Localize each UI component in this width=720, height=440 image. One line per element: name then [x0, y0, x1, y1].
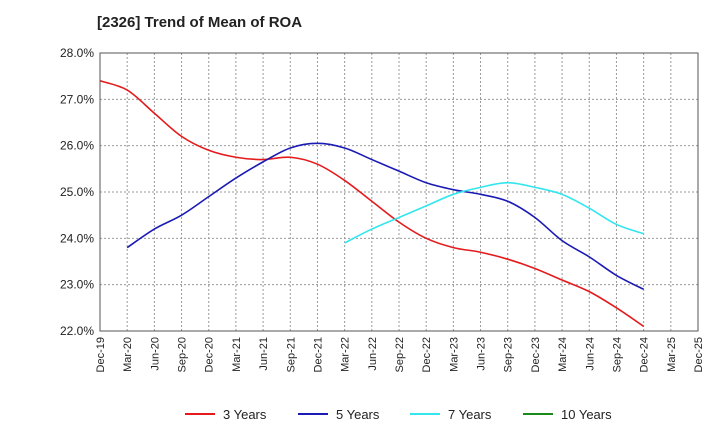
x-tick-label: Jun-20: [149, 337, 161, 371]
x-tick-label: Sep-23: [503, 337, 515, 372]
x-tick-label: Dec-19: [95, 337, 107, 372]
legend-label: 5 Years: [336, 407, 380, 422]
series-line-5-years: [126, 142, 645, 291]
x-tick-label: Mar-25: [666, 337, 678, 372]
x-axis: Dec-19 Mar-20 Jun-20 Sep-20 Dec-20 Mar-21 Jun-…: [95, 337, 705, 372]
legend-label: 7 Years: [448, 407, 492, 422]
y-tick-label: 23.0%: [60, 278, 94, 292]
y-tick-label: 27.0%: [60, 92, 94, 106]
y-tick-label: 22.0%: [60, 324, 94, 338]
x-tick-label: Jun-23: [476, 337, 488, 371]
legend-label: 3 Years: [223, 407, 267, 422]
grid-layer: [100, 53, 698, 331]
x-tick-label: Jun-21: [258, 337, 270, 371]
x-tick-label: Mar-24: [557, 337, 569, 372]
x-tick-label: Mar-23: [448, 337, 460, 372]
x-tick-label: Dec-21: [312, 337, 324, 372]
x-tick-label: Dec-25: [693, 337, 705, 372]
x-tick-label: Sep-20: [177, 337, 189, 372]
x-tick-label: Sep-21: [285, 337, 297, 372]
x-tick-label: Dec-23: [530, 337, 542, 372]
x-tick-label: Sep-22: [394, 337, 406, 372]
x-tick-label: Mar-20: [122, 337, 134, 372]
x-tick-label: Dec-20: [204, 337, 216, 372]
x-tick-label: Jun-22: [367, 337, 379, 371]
y-tick-label: 26.0%: [60, 139, 94, 153]
y-tick-label: 24.0%: [60, 231, 94, 245]
series-line-7-years: [344, 181, 644, 244]
x-tick-label: Mar-22: [340, 337, 352, 372]
chart-title: [2326] Trend of Mean of ROA: [97, 14, 303, 31]
series-line-3-years: [99, 80, 645, 328]
x-tick-label: Sep-24: [611, 337, 623, 372]
series-layer: [99, 80, 645, 328]
legend: 3 Years 5 Years 7 Years 10 Years: [185, 407, 612, 422]
x-tick-label: Mar-21: [231, 337, 243, 372]
plot-frame: [99, 52, 699, 332]
y-tick-label: 25.0%: [60, 185, 94, 199]
x-tick-label: Dec-24: [639, 337, 651, 372]
legend-label: 10 Years: [561, 407, 612, 422]
y-axis: 28.0% 27.0% 26.0% 25.0% 24.0% 23.0% 22.0%: [60, 46, 94, 338]
x-tick-label: Jun-24: [584, 337, 596, 371]
y-tick-label: 28.0%: [60, 46, 94, 60]
x-tick-label: Dec-22: [421, 337, 433, 372]
